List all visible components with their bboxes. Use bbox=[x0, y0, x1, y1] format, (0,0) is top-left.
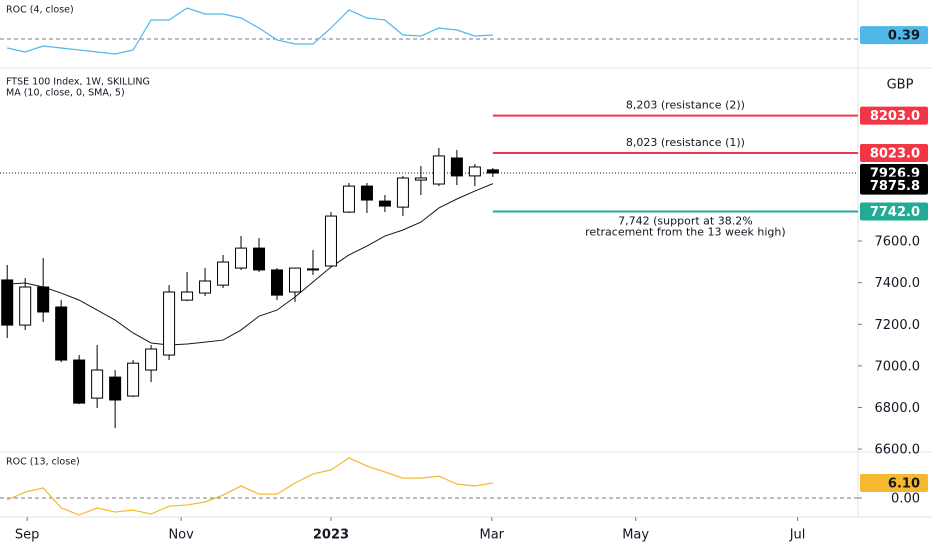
y-tick-label: 7400.0 bbox=[875, 276, 921, 291]
x-tick-label: Sep bbox=[15, 528, 40, 543]
y-tick-label: 6800.0 bbox=[875, 401, 921, 416]
value-tag-box bbox=[860, 474, 928, 493]
candle-body bbox=[396, 177, 409, 208]
pane-title: ROC (13, close) bbox=[6, 457, 80, 468]
y-tick-label: 0.00 bbox=[891, 492, 920, 507]
level-tag: 7742.0 bbox=[870, 205, 920, 220]
candle-body bbox=[486, 169, 499, 174]
candle-body bbox=[271, 269, 284, 296]
candle-body bbox=[199, 280, 212, 294]
candle-body bbox=[235, 247, 248, 269]
x-tick-label: Nov bbox=[168, 528, 194, 543]
candle-body bbox=[468, 166, 481, 177]
unit-label: GBP bbox=[887, 78, 914, 93]
level-annotation: retracement from the 13 week high) bbox=[585, 225, 786, 238]
candle-body bbox=[1, 279, 14, 326]
candle-body bbox=[163, 291, 176, 356]
candle-body bbox=[127, 362, 140, 397]
value-tag: 6.10 bbox=[888, 477, 920, 492]
ma-tag-box bbox=[860, 176, 928, 195]
candle-body bbox=[253, 247, 266, 271]
x-tick-label: May bbox=[622, 528, 649, 543]
level-annotation: 8,203 (resistance (2)) bbox=[626, 99, 745, 112]
chart-subtitle: MA (10, close, 0, SMA, 5) bbox=[6, 88, 125, 99]
candle-body bbox=[109, 376, 122, 401]
candle-body bbox=[360, 185, 373, 201]
candle-body bbox=[450, 157, 463, 177]
candle-body bbox=[37, 286, 50, 313]
level-annotation: 8,023 (resistance (1)) bbox=[626, 136, 745, 149]
y-tick-label: 7200.0 bbox=[875, 318, 921, 333]
candle-body bbox=[55, 306, 68, 361]
candle-body bbox=[414, 177, 427, 181]
ma-line bbox=[7, 183, 494, 346]
candle-body bbox=[288, 267, 301, 293]
level-tag-box bbox=[860, 144, 928, 163]
candle-body bbox=[145, 348, 158, 371]
level-annotation: 7,742 (support at 38.2% bbox=[618, 214, 753, 227]
value-tag-box bbox=[860, 26, 928, 45]
ma-tag: 7875.8 bbox=[870, 179, 920, 194]
roc-line bbox=[6, 457, 493, 516]
level-tag: 8203.0 bbox=[870, 109, 920, 124]
chart-title: FTSE 100 Index, 1W, SKILLING bbox=[6, 77, 150, 88]
candle-body bbox=[73, 359, 86, 404]
candle-body bbox=[378, 200, 391, 207]
roc-line bbox=[7, 7, 493, 55]
y-tick-label: 7000.0 bbox=[875, 359, 921, 374]
x-tick-label: Mar bbox=[480, 528, 505, 543]
candle-body bbox=[342, 185, 355, 213]
level-tag: 8023.0 bbox=[870, 147, 920, 162]
x-tick-label: Jul bbox=[789, 528, 806, 543]
candle-body bbox=[306, 268, 319, 271]
candle-body bbox=[91, 369, 104, 399]
candle-body bbox=[181, 291, 194, 301]
level-tag-box bbox=[860, 202, 928, 221]
candle-body bbox=[432, 155, 445, 185]
x-tick-label: 2023 bbox=[313, 528, 349, 543]
y-tick-label: 6600.0 bbox=[875, 443, 921, 458]
candle-body bbox=[217, 261, 230, 286]
pane-title: ROC (4, close) bbox=[6, 5, 74, 16]
candle-body bbox=[324, 215, 337, 267]
candle-body bbox=[19, 286, 32, 326]
level-tag-box bbox=[860, 106, 928, 125]
value-tag: 0.39 bbox=[888, 29, 920, 44]
y-tick-label: 7600.0 bbox=[875, 235, 921, 250]
